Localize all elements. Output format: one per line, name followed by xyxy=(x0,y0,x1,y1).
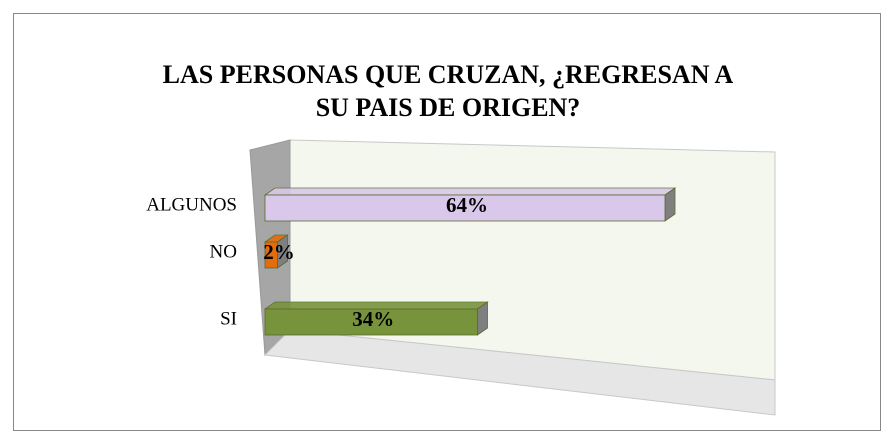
data-label: 34% xyxy=(352,307,394,331)
bar xyxy=(264,241,278,269)
chart-title: LAS PERSONAS QUE CRUZAN, ¿REGRESAN A SU … xyxy=(162,60,734,122)
data-label: 2% xyxy=(263,240,295,264)
bar xyxy=(264,194,666,222)
category-label: ALGUNOS xyxy=(146,194,237,215)
category-label: SI xyxy=(220,308,237,329)
bar xyxy=(264,308,478,336)
data-label: 64% xyxy=(446,193,488,217)
chart-frame xyxy=(13,13,881,431)
category-label: NO xyxy=(210,241,237,262)
floor xyxy=(263,329,776,416)
plot: ALGUNOS 64% NO 2% SI 34% xyxy=(146,187,677,336)
